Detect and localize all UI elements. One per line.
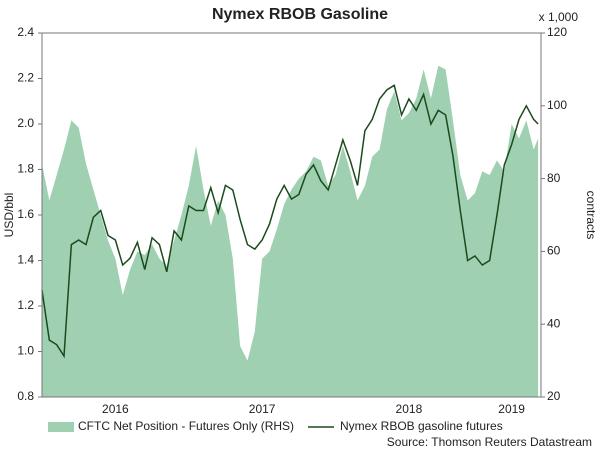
y-tick-label: 1.2 — [17, 298, 34, 312]
y-axis-label: USD/bbl — [2, 193, 16, 238]
legend-label: Nymex RBOB gasoline futures — [340, 419, 503, 433]
source: Source: Thomson Reuters Datastream — [387, 435, 592, 449]
legend-swatch — [48, 422, 74, 432]
y-tick-label: 1.4 — [17, 253, 34, 267]
y-tick-label: 1.6 — [17, 207, 34, 221]
y2-tick-label: 80 — [547, 171, 561, 185]
y-tick-label: 2.2 — [17, 71, 34, 85]
y-tick-label: 1.8 — [17, 162, 34, 176]
y2-tick-label: 20 — [547, 389, 561, 403]
line — [41, 84, 539, 359]
y2-unit: x 1,000 — [539, 10, 579, 24]
x-tick-label: 2016 — [102, 402, 129, 416]
y-tick-label: 1.0 — [17, 344, 34, 358]
y2-tick-label: 120 — [547, 25, 567, 39]
y2-tick-label: 40 — [547, 316, 561, 330]
y2-tick-label: 60 — [547, 244, 561, 258]
x-tick-label: 2019 — [498, 402, 525, 416]
legend-label: CFTC Net Position - Futures Only (RHS) — [78, 419, 294, 433]
y-tick-label: 2.4 — [17, 25, 34, 39]
chart-title: Nymex RBOB Gasoline — [212, 6, 388, 23]
area — [42, 65, 539, 397]
y2-tick-label: 100 — [547, 98, 567, 112]
y2-axis-label: contracts — [584, 191, 598, 240]
x-tick-label: 2017 — [249, 402, 276, 416]
y-tick-label: 2.0 — [17, 116, 34, 130]
y-tick-label: 0.8 — [17, 389, 34, 403]
x-tick-label: 2018 — [396, 402, 423, 416]
